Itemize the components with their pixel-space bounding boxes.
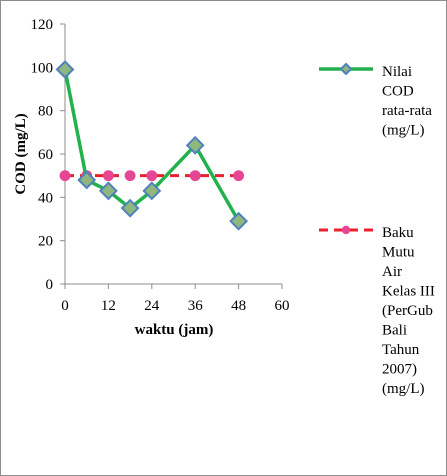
- legend-label-line: (mg/L): [382, 123, 425, 139]
- y-tick-label: 40: [38, 190, 53, 206]
- legend-label-line: COD: [382, 84, 414, 100]
- diamond-marker: [77, 170, 97, 190]
- legend-entry-2: Baku Mutu Air Kelas III (PerGub Bali Tahun 2007…: [319, 225, 435, 397]
- legend-label-line: 2007): [382, 362, 417, 378]
- legend-label-line: Bali: [382, 323, 407, 339]
- legend-label-line: (PerGub: [382, 303, 433, 319]
- x-tick-label: 0: [61, 298, 69, 314]
- legend-entry-1: Nilai COD rata-rata (mg/L): [319, 62, 432, 139]
- x-tick-label: 36: [188, 298, 204, 314]
- circle-marker: [59, 170, 71, 182]
- circle-marker: [233, 170, 245, 182]
- legend-label-line: rata-rata: [382, 103, 432, 119]
- circle-marker: [146, 170, 158, 182]
- legend-label-line: Baku: [382, 225, 414, 241]
- legend-label-line: Kelas III: [382, 284, 435, 300]
- y-tick-label: 20: [38, 234, 53, 250]
- legend-label-line: Nilai: [382, 64, 412, 80]
- x-tick-label: 24: [144, 298, 160, 314]
- circle-marker: [189, 170, 201, 182]
- legend-label-line: Air: [382, 264, 402, 280]
- y-tick-label: 100: [31, 60, 54, 76]
- diamond-marker: [142, 181, 162, 201]
- legend-label-line: (mg/L): [382, 381, 425, 397]
- diamond-marker: [55, 60, 75, 79]
- axes: 0 20 40 60 80 100 120 0 12 24 36 48 60: [31, 17, 290, 314]
- diamond-marker: [339, 62, 353, 76]
- y-tick-label: 80: [38, 104, 53, 120]
- circle-marker: [341, 225, 351, 235]
- diamond-marker: [229, 211, 249, 231]
- legend-label-line: Tahun: [382, 342, 420, 358]
- series-1: [55, 60, 249, 231]
- x-tick-label: 48: [231, 298, 246, 314]
- y-tick-label: 0: [46, 277, 54, 293]
- y-axis-title: COD (mg/L): [13, 113, 29, 194]
- diamond-marker: [185, 135, 205, 155]
- y-tick-label: 60: [38, 147, 53, 163]
- series-layer: [55, 60, 249, 231]
- x-tick-label: 12: [101, 298, 116, 314]
- x-axis-title: waktu (jam): [135, 322, 214, 338]
- y-tick-label: 120: [31, 17, 54, 33]
- legend: Nilai COD rata-rata (mg/L) Baku Mutu Air Kelas …: [319, 62, 435, 397]
- x-tick-label: 60: [275, 298, 290, 314]
- diamond-marker: [98, 181, 118, 201]
- legend-label-line: Mutu: [382, 245, 415, 261]
- diamond-marker: [120, 198, 140, 218]
- circle-marker: [102, 170, 114, 182]
- circle-marker: [124, 170, 136, 182]
